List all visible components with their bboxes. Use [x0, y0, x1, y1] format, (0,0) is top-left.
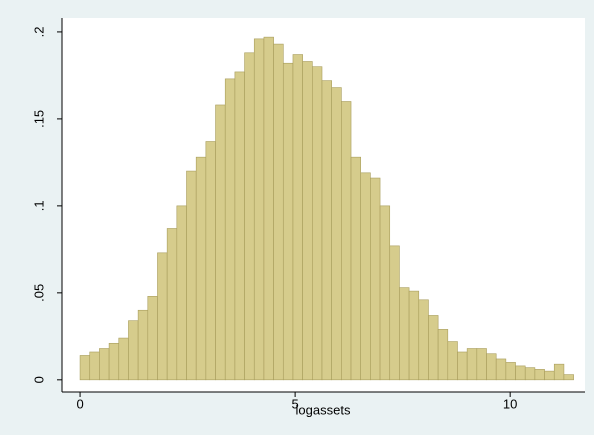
bar — [224, 78, 236, 381]
bar — [476, 348, 487, 381]
bar — [282, 62, 294, 381]
bar — [273, 43, 284, 381]
bar — [505, 362, 516, 381]
bar — [79, 355, 91, 381]
bar — [244, 52, 255, 381]
y-tick-label: .05 — [31, 284, 46, 302]
bar — [418, 299, 429, 381]
bar — [544, 370, 555, 381]
x-tick-label: 0 — [76, 396, 83, 411]
bar — [292, 54, 303, 381]
bar — [176, 205, 187, 381]
bar — [157, 252, 168, 381]
bar — [205, 141, 216, 381]
bar — [147, 296, 158, 381]
bar — [370, 177, 381, 381]
x-tick-label: 5 — [291, 396, 298, 411]
bar — [215, 104, 226, 381]
y-tick-label: .2 — [31, 26, 46, 37]
bar — [166, 228, 178, 381]
bar — [331, 87, 342, 381]
bar — [466, 348, 478, 381]
x-axis-label: logassets — [296, 402, 351, 417]
bar — [312, 66, 323, 381]
y-tick-label: 0 — [31, 376, 46, 383]
bar — [186, 170, 197, 381]
bar — [137, 309, 149, 381]
bar — [389, 245, 400, 381]
bar — [89, 351, 100, 381]
bar — [321, 80, 332, 381]
bar — [563, 374, 574, 381]
bar — [486, 353, 497, 381]
bar — [534, 369, 545, 381]
bar — [447, 341, 458, 381]
bar — [360, 172, 371, 381]
bar — [457, 351, 468, 381]
bar — [195, 156, 207, 381]
bar — [495, 358, 507, 381]
bar — [515, 365, 526, 381]
bar — [302, 61, 313, 381]
bar — [341, 101, 352, 381]
bar — [524, 367, 536, 381]
bar — [253, 38, 265, 381]
bar — [234, 71, 245, 381]
bar — [263, 36, 274, 381]
bar — [379, 205, 391, 381]
bar — [428, 315, 439, 381]
bar — [108, 342, 120, 381]
bar — [128, 320, 139, 381]
bar — [399, 287, 410, 381]
bar — [437, 329, 449, 381]
bar — [118, 337, 129, 381]
bar — [553, 363, 565, 381]
bar — [99, 348, 110, 381]
x-tick-label: 10 — [503, 396, 517, 411]
bar — [350, 156, 362, 381]
bar — [408, 290, 420, 381]
y-tick-label: .15 — [31, 110, 46, 128]
y-tick-label: .1 — [31, 200, 46, 211]
